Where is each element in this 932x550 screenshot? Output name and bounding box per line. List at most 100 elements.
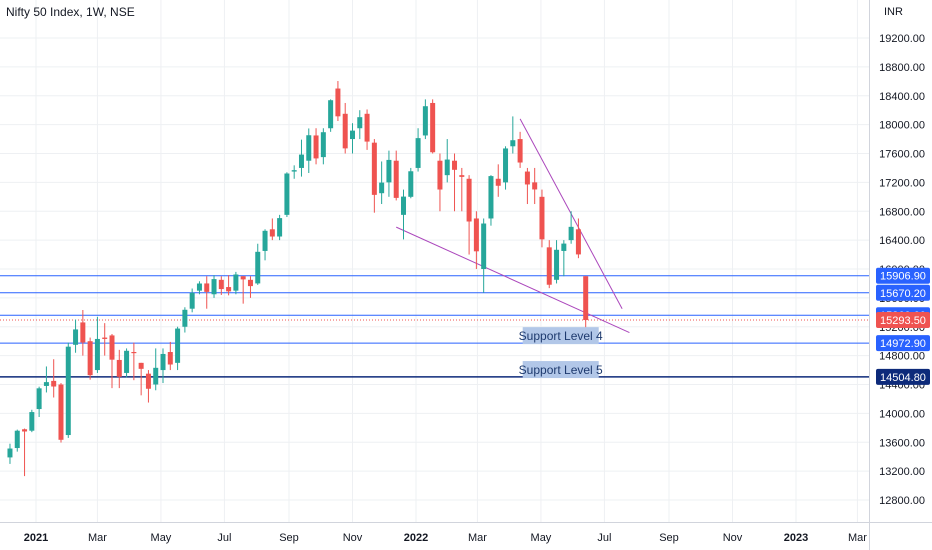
candle [226,275,232,296]
candle-body [408,171,414,197]
candle-body [189,292,195,309]
currency-label: INR [884,6,903,18]
candle-body [306,135,312,161]
candle [36,386,42,417]
candle [583,276,589,329]
candle [349,123,355,154]
time-tick-label: Jul [217,532,231,544]
candle-body [116,359,122,377]
candle-body [415,138,421,168]
candle [444,139,450,183]
candle [481,218,487,293]
candle [357,110,363,140]
candle-body [291,170,297,172]
candle-body [43,382,49,386]
candle [320,128,326,165]
candle-body [422,106,428,136]
horizontal-levels [0,275,869,378]
candle-body [167,352,173,365]
candle [218,276,224,295]
price-tick-label: 18400.00 [879,91,925,103]
level-price-text: 14972.90 [880,338,926,350]
candle [554,240,560,284]
candle [153,348,159,391]
annotation-box [522,327,599,345]
candle [131,342,137,381]
candlesticks [7,81,589,477]
candle-body [160,353,166,371]
candle-body [554,249,560,280]
candle [269,218,275,241]
candle [517,131,523,168]
candle-body [226,287,232,292]
candle-body [444,159,450,176]
candle [145,370,151,403]
candle [124,348,130,378]
price-tick-label: 14000.00 [879,408,925,420]
candle [386,150,392,197]
price-tick-label: 13600.00 [879,437,925,449]
candle-body [349,130,355,140]
candle [459,167,465,212]
candle [393,150,399,201]
candle [546,240,552,289]
time-tick-label: Mar [88,532,107,544]
candle [342,102,348,154]
candle [189,288,195,313]
candle-body [65,346,71,436]
candle-body [277,218,283,237]
price-tick-label: 18800.00 [879,62,925,74]
candle [22,428,28,477]
candle-body [561,243,567,251]
candle [167,341,173,371]
candle-body [131,352,137,354]
candle [109,333,115,389]
level-price-labels: 15906.9015670.2015360.0015293.5014972.90… [876,267,930,385]
candle-body [284,173,290,215]
candle [182,307,188,333]
candle [73,319,79,353]
candle-body [524,171,530,185]
candle-body [575,229,581,255]
candle-body [7,448,13,458]
candle-body [247,279,253,287]
price-tick-label: 18000.00 [879,120,925,132]
candle-body [73,329,79,345]
candle [138,362,144,396]
time-tick-label: Mar [848,532,867,544]
candle-body [328,100,334,129]
candle-body [473,218,479,252]
candle-body [298,154,304,168]
trendline [396,226,630,333]
candle [240,276,246,304]
candle [524,167,530,205]
candle-body [342,113,348,149]
price-tick-label: 19200.00 [879,33,925,45]
candle-body [29,412,35,431]
candle-body [22,429,28,432]
candle-body [583,276,589,321]
candle-body [233,274,239,291]
time-axis[interactable]: 2021 Mar May Jul Sep Nov 2022 Mar May Jul Sep Nov 20… [24,532,867,544]
support-annotation: Support Level 5 [519,361,603,379]
level-price-text: 14504.80 [880,372,926,384]
candle [116,349,122,389]
candle [466,175,472,255]
candle-body [175,328,181,363]
candle-body [240,276,246,280]
candle-body [546,247,552,285]
candle-body [102,337,108,339]
candle [94,316,100,373]
candle [7,443,13,464]
candle [160,348,166,384]
level-price-badge [876,368,930,385]
candle [532,167,538,205]
candle [364,109,370,150]
candle-body [313,135,319,159]
candle-body [510,140,516,147]
price-tick-label: 17600.00 [879,149,925,161]
candle-body [51,380,57,387]
candle [415,128,421,172]
candle [306,128,312,173]
